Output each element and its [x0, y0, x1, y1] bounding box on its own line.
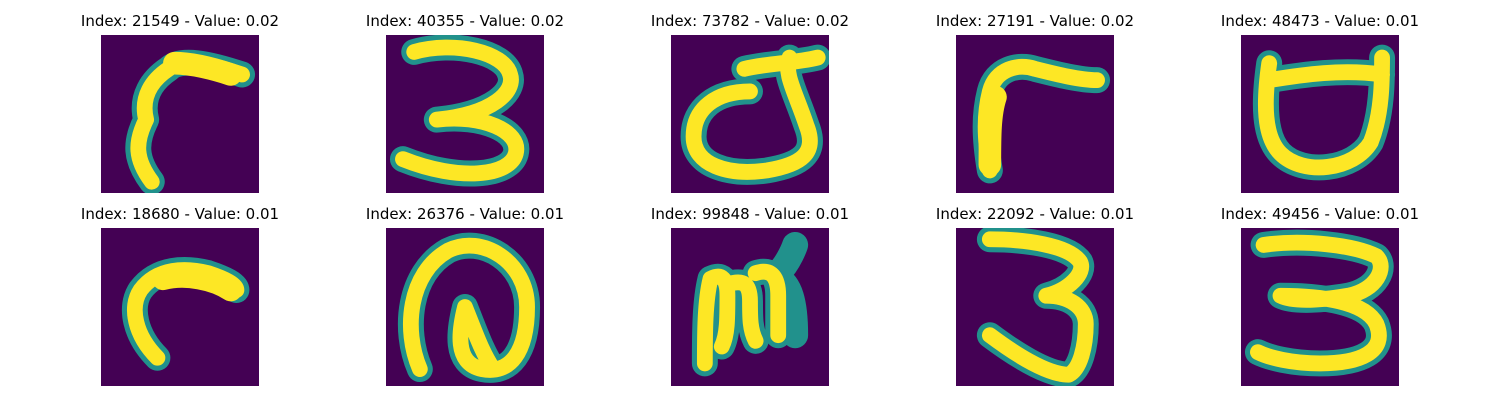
panel: Index: 99848 - Value: 0.01 [630, 206, 870, 386]
panel: Index: 48473 - Value: 0.01 [1200, 13, 1440, 193]
glyph-stroke-inner [981, 231, 1094, 383]
panel-title: Index: 18680 - Value: 0.01 [80, 205, 280, 223]
glyph-blob-inner [163, 51, 243, 86]
digit-image [956, 35, 1114, 193]
glyph-stroke-inner [696, 263, 787, 372]
digit-image [671, 35, 829, 193]
panel: Index: 18680 - Value: 0.01 [60, 206, 300, 386]
glyph-stroke-inner [1250, 234, 1389, 372]
digit-image [101, 35, 259, 193]
glyph-blob-inner [978, 85, 1007, 177]
panel-title: Index: 27191 - Value: 0.02 [935, 12, 1135, 30]
digit-image [101, 228, 259, 386]
glyph-stroke-inner [1257, 49, 1390, 176]
digit-image [386, 228, 544, 386]
panel: Index: 73782 - Value: 0.02 [630, 13, 870, 193]
glyph-stroke-inner [403, 237, 535, 378]
digit-image [671, 228, 829, 386]
panel: Index: 21549 - Value: 0.02 [60, 13, 300, 193]
panel: Index: 27191 - Value: 0.02 [915, 13, 1155, 193]
glyph-blob-inner [151, 265, 243, 302]
digit-image [386, 35, 544, 193]
digit-image [956, 228, 1114, 386]
panel-title: Index: 73782 - Value: 0.02 [650, 12, 850, 30]
glyph-stroke-inner [685, 49, 826, 180]
glyph-stroke-inner [395, 39, 525, 182]
digit-image [1241, 35, 1399, 193]
panel: Index: 22092 - Value: 0.01 [915, 206, 1155, 386]
panel: Index: 26376 - Value: 0.01 [345, 206, 585, 386]
panel: Index: 49456 - Value: 0.01 [1200, 206, 1440, 386]
panel-title: Index: 40355 - Value: 0.02 [365, 12, 565, 30]
panel-title: Index: 26376 - Value: 0.01 [365, 205, 565, 223]
panel: Index: 40355 - Value: 0.02 [345, 13, 585, 193]
panel-title: Index: 99848 - Value: 0.01 [650, 205, 850, 223]
panel-title: Index: 49456 - Value: 0.01 [1220, 205, 1420, 223]
panel-title: Index: 48473 - Value: 0.01 [1220, 12, 1420, 30]
panel-title: Index: 22092 - Value: 0.01 [935, 205, 1135, 223]
digit-image [1241, 228, 1399, 386]
panel-title: Index: 21549 - Value: 0.02 [80, 12, 280, 30]
